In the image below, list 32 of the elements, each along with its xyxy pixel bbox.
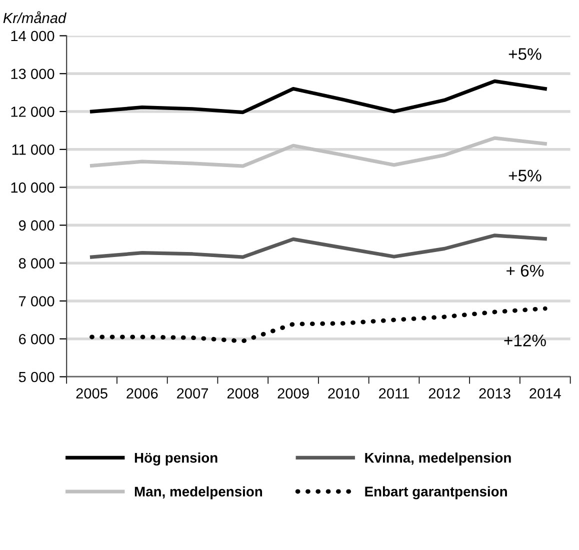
line-series: [90, 79, 547, 114]
y-tick-label: 9 000: [18, 220, 54, 231]
x-tick-label: 2012: [428, 388, 460, 399]
y-tick-label: 11 000: [12, 144, 54, 155]
annotation: +5%: [508, 170, 542, 182]
legend-label: Hög pension: [134, 452, 218, 466]
annotation: +5%: [508, 48, 542, 60]
y-tick-label: 13 000: [11, 68, 54, 80]
y-tick-label: 5 000: [18, 372, 54, 382]
line-series: [90, 136, 547, 168]
y-tick-label: 10 000: [11, 182, 54, 193]
line-series: [90, 234, 547, 259]
x-tick-label: 2011: [379, 388, 409, 399]
legend-label: Man, medelpension: [134, 486, 262, 500]
x-tick-label: 2006: [126, 388, 158, 399]
x-tick-label: 2010: [328, 388, 360, 399]
annotation: +12%: [504, 334, 546, 346]
y-axis-title: Kr/månad: [3, 11, 67, 24]
x-tick-label: 2014: [530, 388, 561, 399]
x-tick-label: 2013: [479, 388, 510, 399]
legend-label: Enbart garantpension: [365, 486, 507, 500]
x-tick-label: 2005: [76, 388, 108, 399]
x-tick-label: 2007: [177, 388, 208, 399]
annotation: + 6%: [506, 264, 544, 277]
y-tick-label: 12 000: [11, 106, 54, 117]
legend-label: Kvinna, medelpension: [365, 452, 511, 466]
x-tick-label: 2008: [227, 388, 258, 399]
y-tick-label: 7 000: [19, 296, 54, 306]
y-tick-label: 14 000: [11, 30, 54, 42]
y-tick-label: 6 000: [19, 334, 54, 344]
y-tick-label: 8 000: [18, 258, 54, 269]
x-tick-label: 2009: [278, 388, 309, 399]
